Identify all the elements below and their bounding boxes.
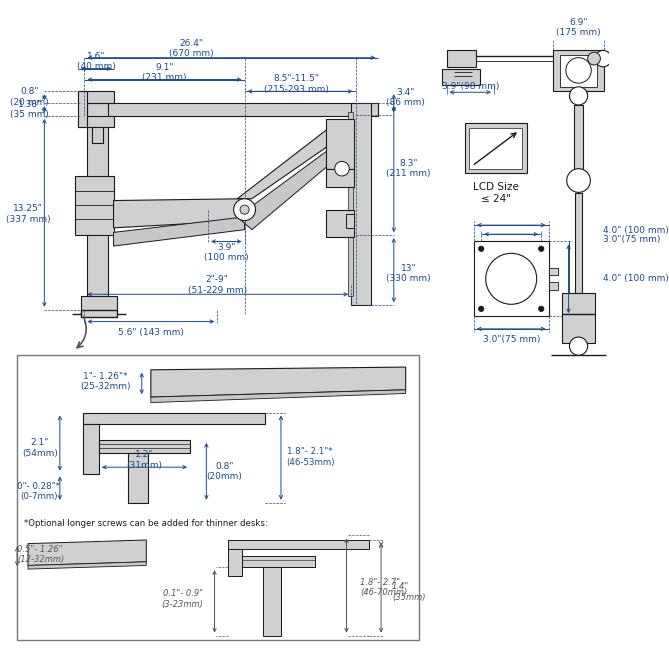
Bar — [561, 55, 597, 87]
Text: 3.9"(98 mm): 3.9"(98 mm) — [442, 82, 499, 91]
Bar — [128, 453, 148, 502]
Bar — [351, 103, 371, 306]
Text: 1.6"
(40 mm): 1.6" (40 mm) — [77, 52, 116, 71]
Text: 4.0" (100 mm): 4.0" (100 mm) — [603, 226, 669, 235]
Text: 13.25"
(337 mm): 13.25" (337 mm) — [5, 204, 50, 224]
Text: 4.0" (100 mm): 4.0" (100 mm) — [603, 274, 669, 283]
Circle shape — [566, 58, 591, 83]
Text: *Optional longer screws can be added for thinner desks:: *Optional longer screws can be added for… — [24, 519, 268, 528]
Circle shape — [233, 199, 256, 220]
Bar — [326, 169, 354, 187]
Bar — [228, 549, 242, 576]
Text: 0"- 0.28"*
(0-7mm): 0"- 0.28"* (0-7mm) — [17, 482, 60, 501]
Text: 1.38"
(35 mm): 1.38" (35 mm) — [11, 100, 50, 119]
Bar — [82, 423, 99, 474]
Text: 2.1"
(54mm): 2.1" (54mm) — [22, 438, 58, 458]
Circle shape — [240, 205, 249, 214]
Polygon shape — [114, 199, 245, 228]
Bar — [84, 103, 379, 116]
Polygon shape — [237, 143, 337, 230]
Bar — [562, 293, 595, 344]
Text: 6.9"
(175 mm): 6.9" (175 mm) — [556, 18, 601, 38]
Bar — [447, 50, 476, 67]
Circle shape — [486, 253, 537, 304]
Bar — [81, 310, 117, 317]
Circle shape — [569, 337, 587, 355]
Bar — [465, 123, 527, 174]
Bar — [78, 91, 114, 103]
Bar — [470, 128, 522, 169]
Bar — [575, 193, 582, 293]
Polygon shape — [28, 540, 147, 565]
Polygon shape — [151, 367, 405, 397]
Circle shape — [567, 169, 590, 192]
Circle shape — [539, 306, 544, 312]
Text: 8.5"-11.5"
(215-293 mm): 8.5"-11.5" (215-293 mm) — [264, 74, 329, 94]
Text: 1.4"
(35mm): 1.4" (35mm) — [392, 582, 425, 602]
Text: 13"
(330 mm): 13" (330 mm) — [386, 264, 431, 283]
Text: LCD Size: LCD Size — [473, 182, 518, 192]
Bar — [81, 296, 117, 314]
Bar — [474, 241, 549, 316]
Text: 3.0"(75 mm): 3.0"(75 mm) — [482, 335, 540, 344]
Polygon shape — [151, 390, 405, 403]
Text: 0.8"
(20mm): 0.8" (20mm) — [207, 462, 242, 482]
Text: 1"- 1.26"*
(25-32mm): 1"- 1.26"* (25-32mm) — [80, 372, 130, 391]
Bar — [326, 119, 354, 169]
Bar — [99, 440, 190, 453]
Bar — [92, 127, 102, 143]
Text: 1.2"
(31mm): 1.2" (31mm) — [126, 450, 163, 470]
Polygon shape — [114, 217, 245, 246]
Bar — [349, 113, 353, 296]
Circle shape — [539, 246, 544, 251]
Text: 3.9"
(100 mm): 3.9" (100 mm) — [204, 243, 249, 262]
Text: ≤ 24": ≤ 24" — [481, 194, 510, 204]
Bar — [574, 105, 583, 178]
Text: 3.4"
(86 mm): 3.4" (86 mm) — [386, 88, 425, 107]
Circle shape — [478, 306, 484, 312]
Polygon shape — [326, 210, 354, 237]
Text: 1.8"- 2.7"
(46-70mm): 1.8"- 2.7" (46-70mm) — [360, 578, 407, 597]
Polygon shape — [237, 121, 337, 199]
Text: 5.6" (143 mm): 5.6" (143 mm) — [118, 328, 184, 337]
Bar — [76, 176, 114, 235]
Bar — [228, 540, 369, 549]
Bar — [82, 413, 265, 423]
Bar — [347, 214, 354, 228]
Bar — [17, 355, 419, 640]
Circle shape — [334, 161, 349, 176]
Text: 26.4"
(670 mm): 26.4" (670 mm) — [169, 39, 214, 58]
Bar — [549, 283, 558, 289]
Circle shape — [478, 246, 484, 251]
Text: 2"-9"
(51-229 mm): 2"-9" (51-229 mm) — [188, 275, 247, 295]
Bar — [553, 50, 604, 91]
Circle shape — [569, 87, 587, 105]
Circle shape — [595, 50, 611, 67]
Bar — [87, 103, 108, 310]
Bar — [442, 68, 480, 85]
Text: 0.8"
(20 mm): 0.8" (20 mm) — [11, 87, 50, 107]
Bar — [263, 567, 281, 636]
Text: 8.3"
(211 mm): 8.3" (211 mm) — [386, 159, 431, 178]
Text: 3.0"(75 mm): 3.0"(75 mm) — [603, 235, 660, 244]
Bar — [242, 556, 314, 567]
Text: 9.1"
(231 mm): 9.1" (231 mm) — [142, 62, 187, 82]
Bar — [78, 91, 87, 127]
Text: 0.1"- 0.9"
(3-23mm): 0.1"- 0.9" (3-23mm) — [162, 590, 203, 609]
Polygon shape — [28, 562, 147, 569]
Bar — [78, 116, 114, 127]
Bar — [549, 268, 558, 275]
Circle shape — [587, 52, 600, 65]
Text: 0.5"- 1.26"
(12-32mm): 0.5"- 1.26" (12-32mm) — [17, 545, 64, 564]
Text: 1.8"- 2.1"*
(46-53mm): 1.8"- 2.1"* (46-53mm) — [286, 448, 334, 467]
